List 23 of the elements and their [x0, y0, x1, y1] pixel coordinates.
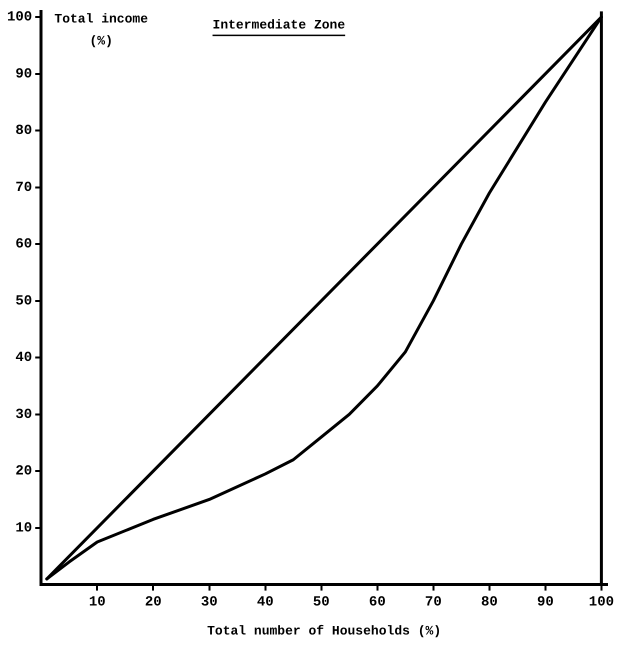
y-tick-label: 90	[15, 66, 32, 82]
y-tick-label: 20	[15, 464, 32, 480]
x-tick-label: 40	[256, 594, 274, 611]
y-tick-label: 80	[15, 123, 32, 140]
y-tick-label: 60	[15, 236, 32, 253]
x-tick-label: 20	[144, 594, 162, 611]
x-tick-label: 30	[200, 594, 218, 611]
x-tick-label: 100	[588, 594, 614, 611]
y-tick-label: 70	[15, 180, 32, 196]
x-tick-label: 60	[368, 594, 386, 611]
y-tick-label: 40	[15, 350, 32, 366]
y-tick-label: 50	[15, 293, 32, 310]
x-tick-label: 50	[312, 594, 330, 611]
x-tick-label: 10	[88, 594, 106, 611]
x-tick-label: 70	[424, 594, 442, 611]
x-tick-label: 80	[480, 594, 498, 611]
y-axis-title: Total income (%)	[54, 12, 148, 49]
text: Intermediate Zone	[212, 18, 346, 33]
x-tick-label: 90	[536, 594, 554, 611]
y-tick-label: 100	[6, 10, 32, 26]
y-tick-label: 10	[15, 520, 32, 536]
x-axis-title: Total number of Households (%)	[207, 623, 442, 638]
y-tick-label: 30	[15, 406, 32, 423]
